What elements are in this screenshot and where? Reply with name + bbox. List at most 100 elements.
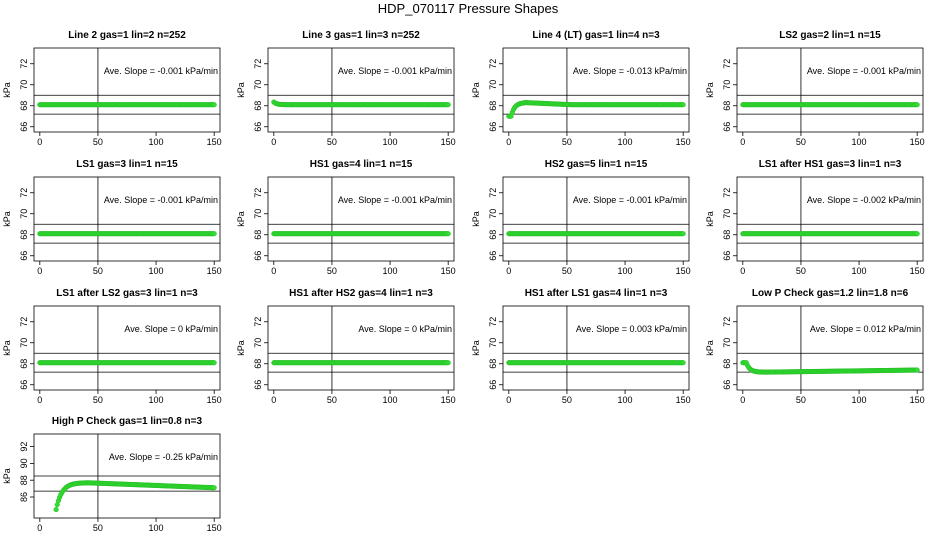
- panel-title: LS1 gas=3 lin=1 n=15: [76, 159, 178, 170]
- x-tick-label: 50: [327, 395, 337, 405]
- panel-title: Low P Check gas=1.2 lin=1.8 n=6: [752, 288, 909, 299]
- y-tick-label: 70: [488, 209, 498, 219]
- x-tick-label: 150: [441, 137, 456, 147]
- y-tick-label: 68: [722, 101, 732, 111]
- data-point: [445, 360, 451, 366]
- slope-annotation: Ave. Slope = -0.001 kPa/min: [104, 195, 218, 205]
- panel-title: Line 4 (LT) gas=1 lin=4 n=3: [532, 30, 660, 41]
- y-axis-label: kPa: [705, 211, 715, 227]
- x-tick-label: 100: [383, 395, 398, 405]
- slope-annotation: Ave. Slope = -0.001 kPa/min: [807, 66, 921, 76]
- plot-frame: [33, 305, 221, 391]
- panel-title: HS1 after LS1 gas=4 lin=1 n=3: [525, 288, 668, 299]
- y-tick-label: 70: [488, 80, 498, 90]
- x-tick-label: 100: [852, 137, 867, 147]
- y-tick-label: 72: [253, 317, 263, 327]
- x-tick-label: 50: [562, 137, 572, 147]
- panel-title: HS1 after HS2 gas=4 lin=1 n=3: [289, 288, 433, 299]
- y-tick-label: 72: [253, 188, 263, 198]
- y-tick-label: 66: [19, 380, 29, 390]
- data-point: [211, 360, 217, 366]
- data-points: [37, 360, 217, 366]
- y-tick-label: 66: [253, 380, 263, 390]
- x-tick-label: 50: [327, 266, 337, 276]
- y-axis-label: kPa: [471, 211, 481, 227]
- x-tick-label: 150: [676, 137, 691, 147]
- y-axis-label: kPa: [2, 340, 12, 356]
- panels-grid: Line 2 gas=1 lin=2 n=252 Ave. Slope = -0.…: [2, 30, 925, 533]
- x-tick-label: 150: [676, 395, 691, 405]
- data-point: [53, 507, 59, 513]
- x-tick-label: 50: [796, 137, 806, 147]
- plot-frame: [267, 305, 455, 391]
- y-tick-label: 68: [253, 230, 263, 240]
- y-axis-label: kPa: [705, 82, 715, 98]
- panel-title: High P Check gas=1 lin=0.8 n=3: [52, 416, 203, 427]
- slope-annotation: Ave. Slope = -0.002 kPa/min: [807, 195, 921, 205]
- x-tick-label: 50: [93, 395, 103, 405]
- x-tick-label: 50: [562, 266, 572, 276]
- data-points: [53, 480, 217, 513]
- slope-annotation: Ave. Slope = -0.001 kPa/min: [104, 66, 218, 76]
- panel-title: HS1 gas=4 lin=1 n=15: [310, 159, 413, 170]
- plot-frame: [502, 47, 690, 133]
- data-points: [271, 99, 451, 108]
- y-tick-label: 72: [488, 59, 498, 69]
- y-tick-label: 68: [19, 359, 29, 369]
- y-tick-label: 70: [253, 80, 263, 90]
- y-tick-label: 66: [488, 122, 498, 132]
- x-tick-label: 100: [149, 395, 164, 405]
- x-tick-label: 150: [910, 395, 925, 405]
- y-tick-label: 70: [488, 338, 498, 348]
- data-point: [211, 485, 217, 491]
- slope-annotation: Ave. Slope = 0 kPa/min: [124, 324, 218, 334]
- y-axis-label: kPa: [2, 211, 12, 227]
- x-tick-label: 100: [618, 266, 633, 276]
- data-point: [680, 360, 686, 366]
- data-point: [680, 231, 686, 237]
- x-tick-label: 50: [93, 137, 103, 147]
- x-tick-label: 0: [37, 523, 42, 533]
- x-tick-label: 50: [327, 137, 337, 147]
- plot-frame: [267, 47, 455, 133]
- x-tick-label: 0: [271, 266, 276, 276]
- slope-annotation: Ave. Slope = -0.001 kPa/min: [338, 195, 452, 205]
- y-tick-label: 66: [722, 122, 732, 132]
- panel-title: LS2 gas=2 lin=1 n=15: [779, 30, 881, 41]
- y-tick-label: 70: [253, 209, 263, 219]
- y-tick-label: 72: [488, 188, 498, 198]
- data-points: [37, 231, 217, 237]
- y-tick-label: 70: [722, 338, 732, 348]
- x-tick-label: 150: [207, 523, 222, 533]
- data-points: [271, 231, 451, 237]
- y-tick-label: 66: [19, 122, 29, 132]
- y-axis-label: kPa: [236, 82, 246, 98]
- x-tick-label: 100: [618, 137, 633, 147]
- x-tick-label: 0: [271, 137, 276, 147]
- y-tick-label: 72: [722, 188, 732, 198]
- y-tick-label: 88: [19, 475, 29, 485]
- y-tick-label: 68: [19, 230, 29, 240]
- x-tick-label: 150: [441, 266, 456, 276]
- x-tick-label: 150: [676, 266, 691, 276]
- y-axis-label: kPa: [236, 211, 246, 227]
- x-tick-label: 150: [207, 395, 222, 405]
- panel-8: LS1 after HS1 gas=3 lin=1 n=3 Ave. Slope …: [705, 159, 925, 276]
- y-axis-label: kPa: [705, 340, 715, 356]
- y-tick-label: 66: [488, 380, 498, 390]
- y-tick-label: 72: [19, 317, 29, 327]
- y-tick-label: 66: [19, 251, 29, 261]
- x-tick-label: 0: [740, 137, 745, 147]
- x-tick-label: 0: [37, 137, 42, 147]
- y-tick-label: 66: [253, 251, 263, 261]
- data-points: [506, 100, 686, 119]
- x-tick-label: 50: [796, 266, 806, 276]
- slope-annotation: Ave. Slope = 0.003 kPa/min: [576, 324, 687, 334]
- y-tick-label: 70: [253, 338, 263, 348]
- x-tick-label: 150: [910, 266, 925, 276]
- plot-frame: [33, 176, 221, 262]
- x-tick-label: 0: [740, 266, 745, 276]
- y-tick-label: 72: [722, 59, 732, 69]
- data-point: [914, 102, 920, 108]
